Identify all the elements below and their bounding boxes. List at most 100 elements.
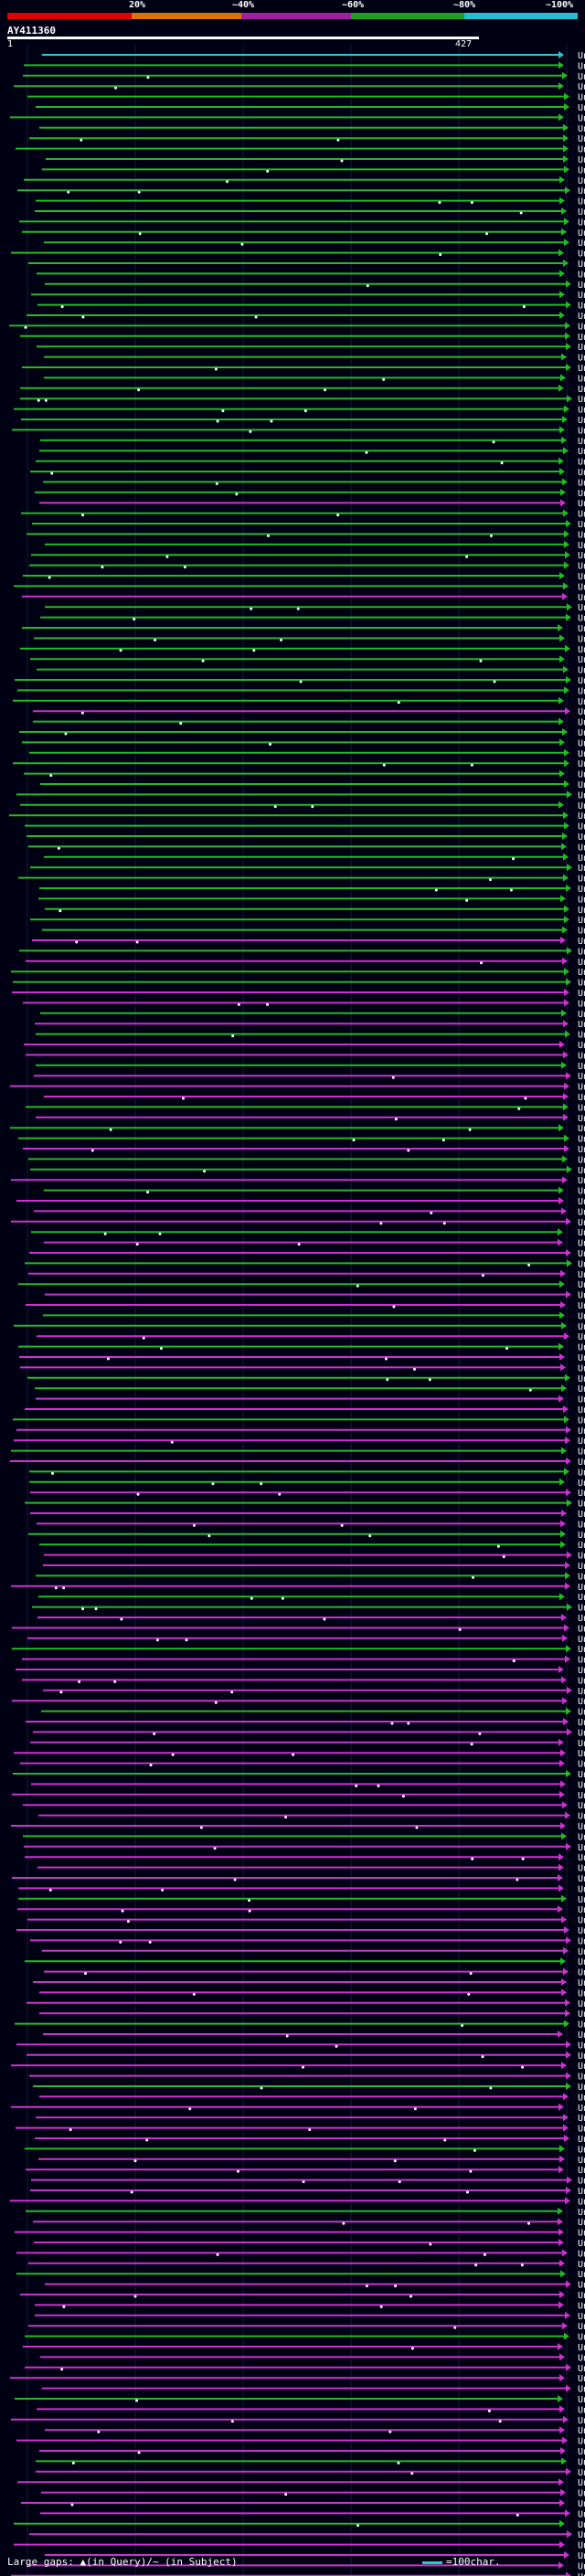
hit-label[interactable]: UniRef100_B6T470	[578, 1135, 585, 1145]
hit-row[interactable]: UniRef100_B4FTY1	[23, 572, 585, 582]
hit-row[interactable]: UniRef100_Q259F3	[39, 499, 585, 509]
hit-label[interactable]: UniRef100_Q8GTK3	[578, 239, 585, 249]
hit-label[interactable]: UniRef100_C5XD56	[578, 2478, 585, 2488]
hit-row[interactable]: UniRef100_Q9SBB8	[39, 1988, 585, 1998]
hit-row[interactable]: UniRef100_B4FT77	[29, 1468, 585, 1478]
hit-label[interactable]: UniRef100_Q8AZZ2	[578, 1604, 585, 1614]
hit-row[interactable]: UniRef100_B9HDS3	[19, 1353, 585, 1363]
hit-label[interactable]: UniRef100_B7FID2	[578, 728, 585, 738]
hit-row[interactable]: UniRef100_B9FRB9	[22, 1655, 585, 1666]
hit-row[interactable]: UniRef100_B9F8V7	[16, 2041, 585, 2051]
hit-label[interactable]: UniRef100_Q9M563	[578, 2457, 585, 2467]
hit-label[interactable]: UniRef100_Q8L7E6	[578, 1062, 585, 1072]
hit-row[interactable]: UniRef100_B9IU34	[11, 1582, 585, 1593]
hit-label[interactable]: UniRef100_P53499	[578, 395, 585, 405]
hit-label[interactable]: UniRef100_C5WQH5	[578, 1031, 585, 1041]
hit-label[interactable]: UniRef100_A5AWU0	[578, 1593, 585, 1603]
hit-label[interactable]: UniRef100_C5Y1S4	[578, 2551, 585, 2561]
hit-row[interactable]: UniRef100_Q8L8Y4	[11, 1176, 585, 1186]
hit-label[interactable]: UniRef100_B4G1X3	[578, 1458, 585, 1468]
hit-row[interactable]: UniRef100_C4TYC2	[44, 853, 585, 864]
hit-row[interactable]: UniRef100_B9HRI0	[46, 155, 585, 165]
hit-row[interactable]: UniRef100_B9FAW5	[35, 2135, 585, 2145]
hit-row[interactable]: UniRef100_C0PEM3	[26, 1718, 585, 1728]
hit-label[interactable]: UniRef100_B6THD2	[578, 1541, 585, 1551]
hit-label[interactable]: UniRef100_UP1000...	[578, 1801, 585, 1811]
hit-label[interactable]: UniRef100_Q5Z791	[578, 614, 585, 624]
hit-row[interactable]: UniRef100_C5Y8K0	[30, 1489, 585, 1499]
hit-row[interactable]: UniRef100_Q9CSK9	[37, 1520, 585, 1530]
hit-row[interactable]: UniRef100_B6T470	[18, 1134, 585, 1145]
hit-label[interactable]: UniRef100_B6TTT6	[578, 551, 585, 561]
hit-label[interactable]: UniRef100_Q4ZGK1	[578, 2541, 585, 2551]
hit-label[interactable]: UniRef100_B9RYW1	[578, 1384, 585, 1394]
hit-row[interactable]: UniRef100_C5XJ76	[15, 2395, 585, 2405]
hit-label[interactable]: UniRef100_C5ZVY9	[578, 2020, 585, 2030]
hit-label[interactable]: UniRef100_Q5ZZS0	[578, 1853, 585, 1863]
hit-row[interactable]: UniRef100_B9SSY4	[16, 144, 585, 155]
hit-row[interactable]: UniRef100_A7Q143	[10, 1082, 585, 1093]
hit-label[interactable]: UniRef100_UP1000...	[578, 1020, 585, 1030]
hit-row[interactable]: UniRef100_A7QE20	[45, 2426, 585, 2436]
hit-label[interactable]: UniRef100_UP1000...	[578, 2218, 585, 2228]
hit-label[interactable]: UniRef100_B9GSJ1	[578, 1895, 585, 1905]
hit-row[interactable]: UniRef100_Q5NK56	[27, 1915, 585, 1926]
hit-row[interactable]: UniRef100_Q0JDD4	[11, 1217, 585, 1228]
hit-label[interactable]: UniRef100_B9VQ36	[578, 61, 585, 71]
hit-row[interactable]: UniRef100_B6TZ92	[25, 2332, 585, 2343]
hit-label[interactable]: UniRef100_A2XQS6	[578, 843, 585, 853]
hit-label[interactable]: UniRef100_C5YYX5	[578, 875, 585, 885]
hit-label[interactable]: UniRef100_Q0JDD4	[578, 1218, 585, 1228]
hit-label[interactable]: UniRef100_B9IU34	[578, 1583, 585, 1593]
hit-row[interactable]: UniRef100_O49177	[13, 696, 585, 707]
hit-label[interactable]: UniRef100_B9FDC5	[578, 916, 585, 926]
hit-row[interactable]: UniRef100_Q9M3Y1	[24, 1041, 585, 1051]
hit-label[interactable]: UniRef100_B9FRB9	[578, 1656, 585, 1666]
hit-row[interactable]: UniRef100_Q7XCE9	[40, 2353, 585, 2363]
hit-row[interactable]: UniRef100_B9SSY5	[29, 134, 585, 144]
hit-label[interactable]: UniRef100_B6T763	[578, 270, 585, 280]
hit-row[interactable]: UniRef100_P53499	[20, 395, 585, 405]
hit-row[interactable]: UniRef100_B9GP08	[13, 1415, 585, 1426]
hit-label[interactable]: UniRef100_A2YTT3	[578, 1479, 585, 1489]
hit-row[interactable]: UniRef100_Q0JQQ3	[16, 1926, 585, 1936]
hit-row[interactable]: UniRef100_B9IBT2	[18, 1280, 585, 1290]
hit-label[interactable]: UniRef100_B9H317	[578, 2322, 585, 2332]
hit-label[interactable]: UniRef100_B8LRW3	[578, 1905, 585, 1915]
hit-row[interactable]: UniRef100_Q9AVJ8	[36, 103, 585, 113]
hit-row[interactable]: UniRef100_Q5SIV5	[12, 989, 585, 999]
hit-row[interactable]: UniRef100_B9F3W1	[10, 2374, 585, 2384]
hit-row[interactable]: UniRef100_B6UUV2	[20, 2291, 585, 2301]
hit-label[interactable]: UniRef100_B4G117	[578, 2062, 585, 2072]
hit-row[interactable]: UniRef100_Q9FM22	[22, 592, 585, 603]
hit-label[interactable]: UniRef100_Q94G86	[578, 1051, 585, 1061]
hit-label[interactable]: UniRef100_Q0E3D4	[578, 2208, 585, 2218]
hit-row[interactable]: UniRef100_UP1000...	[39, 123, 585, 134]
hit-row[interactable]: UniRef100_Q8VYI2	[45, 603, 585, 613]
hit-label[interactable]: UniRef100_A7QE20	[578, 2426, 585, 2436]
hit-label[interactable]: UniRef100_Q6I525	[578, 2260, 585, 2270]
hit-label[interactable]: UniRef100_Q9CSK9	[578, 1520, 585, 1530]
hit-label[interactable]: UniRef100_B9M657	[578, 1770, 585, 1780]
hit-row[interactable]: UniRef100_A9TPZ4	[37, 1332, 585, 1342]
hit-label[interactable]: UniRef100_B9IB03	[578, 1124, 585, 1134]
hit-label[interactable]: UniRef100_B9FAW5	[578, 2135, 585, 2145]
hit-label[interactable]: UniRef100_A9ATN2	[578, 1270, 585, 1280]
hit-row[interactable]: UniRef100_Q01IT5	[31, 1228, 585, 1238]
hit-label[interactable]: UniRef100_C4TYC2	[578, 853, 585, 864]
hit-label[interactable]: UniRef100_UP1000...	[578, 582, 585, 592]
hit-label[interactable]: UniRef100_B9HTI7	[578, 260, 585, 270]
hit-label[interactable]: UniRef100_UP1000...	[578, 302, 585, 312]
hit-row[interactable]: UniRef100_O4WNF8	[20, 1759, 585, 1770]
hit-label[interactable]: UniRef100_A9PHJ4	[578, 1259, 585, 1269]
hit-row[interactable]: UniRef100_Q53PA8	[21, 416, 585, 426]
hit-label[interactable]: UniRef100_B6TE47	[578, 562, 585, 572]
hit-row[interactable]: UniRef100_B8AYG6	[42, 926, 585, 937]
hit-label[interactable]: UniRef100_Q0JGJ3	[578, 624, 585, 634]
hit-label[interactable]: UniRef100_B4FBQ3	[578, 749, 585, 759]
hit-label[interactable]: UniRef100_Q5SRT4	[578, 1093, 585, 1103]
hit-row[interactable]: UniRef100_Q8L868	[28, 1155, 585, 1165]
hit-label[interactable]: UniRef100_B9SIK6	[578, 1687, 585, 1697]
hit-label[interactable]: UniRef100_Q8H610	[578, 1072, 585, 1082]
hit-label[interactable]: UniRef100_B9HRI0	[578, 155, 585, 165]
